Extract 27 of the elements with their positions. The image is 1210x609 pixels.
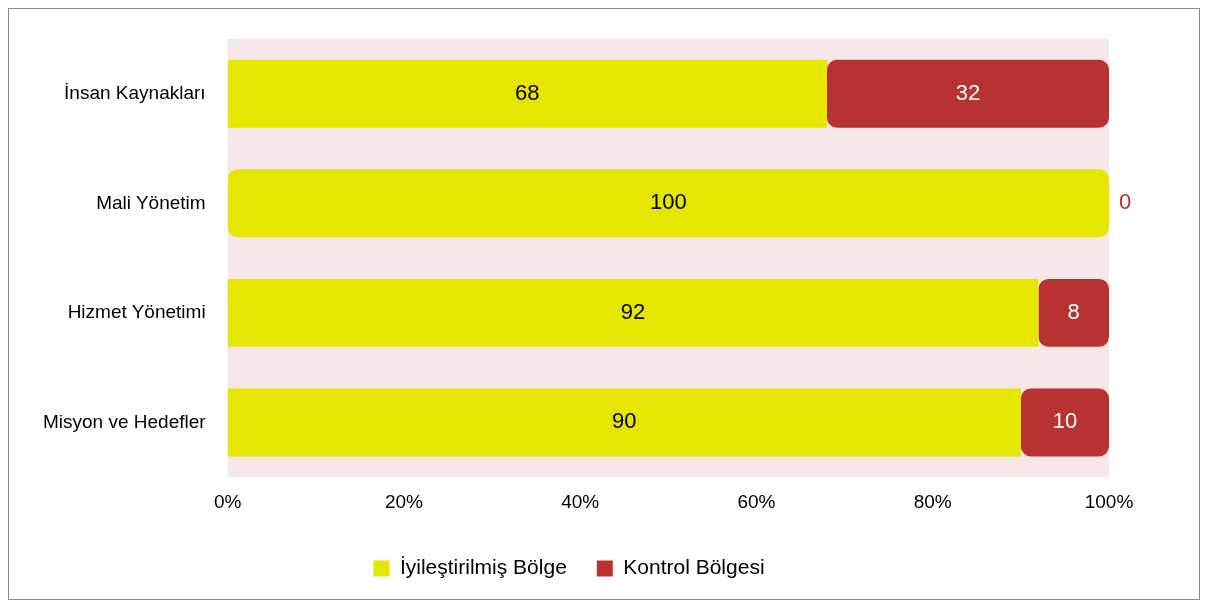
data-label: 90 xyxy=(612,408,637,434)
x-tick-label: 60% xyxy=(737,490,776,512)
data-label: 100 xyxy=(649,189,687,215)
bar xyxy=(1038,278,1109,347)
data-label: 0 xyxy=(1118,189,1132,215)
y-tick-label: Misyon ve Hedefler xyxy=(43,410,207,432)
data-label: 32 xyxy=(955,79,981,105)
legend-label: İyileştirilmiş Bölge xyxy=(399,555,567,579)
x-tick-label: 20% xyxy=(384,490,424,512)
y-tick-label: Hizmet Yönetimi xyxy=(67,301,206,323)
x-tick-label: 40% xyxy=(561,490,600,512)
data-label: 10 xyxy=(1052,408,1078,434)
bar xyxy=(227,278,1039,347)
data-label: 68 xyxy=(515,79,540,105)
y-tick-label: Mali Yönetim xyxy=(96,191,206,213)
bar xyxy=(227,59,827,128)
bar xyxy=(1020,388,1109,457)
x-tick-label: 0% xyxy=(213,490,242,512)
data-label: 8 xyxy=(1067,298,1080,324)
bar xyxy=(826,59,1109,128)
data-label: 92 xyxy=(620,298,646,324)
bar xyxy=(227,169,1109,238)
legend-label: Kontrol Bölgesi xyxy=(623,555,765,579)
y-tick-label: İnsan Kaynakları xyxy=(64,82,206,104)
bar xyxy=(227,388,1021,457)
x-tick-label: 80% xyxy=(913,490,952,512)
x-tick-label: 100% xyxy=(1084,490,1134,512)
